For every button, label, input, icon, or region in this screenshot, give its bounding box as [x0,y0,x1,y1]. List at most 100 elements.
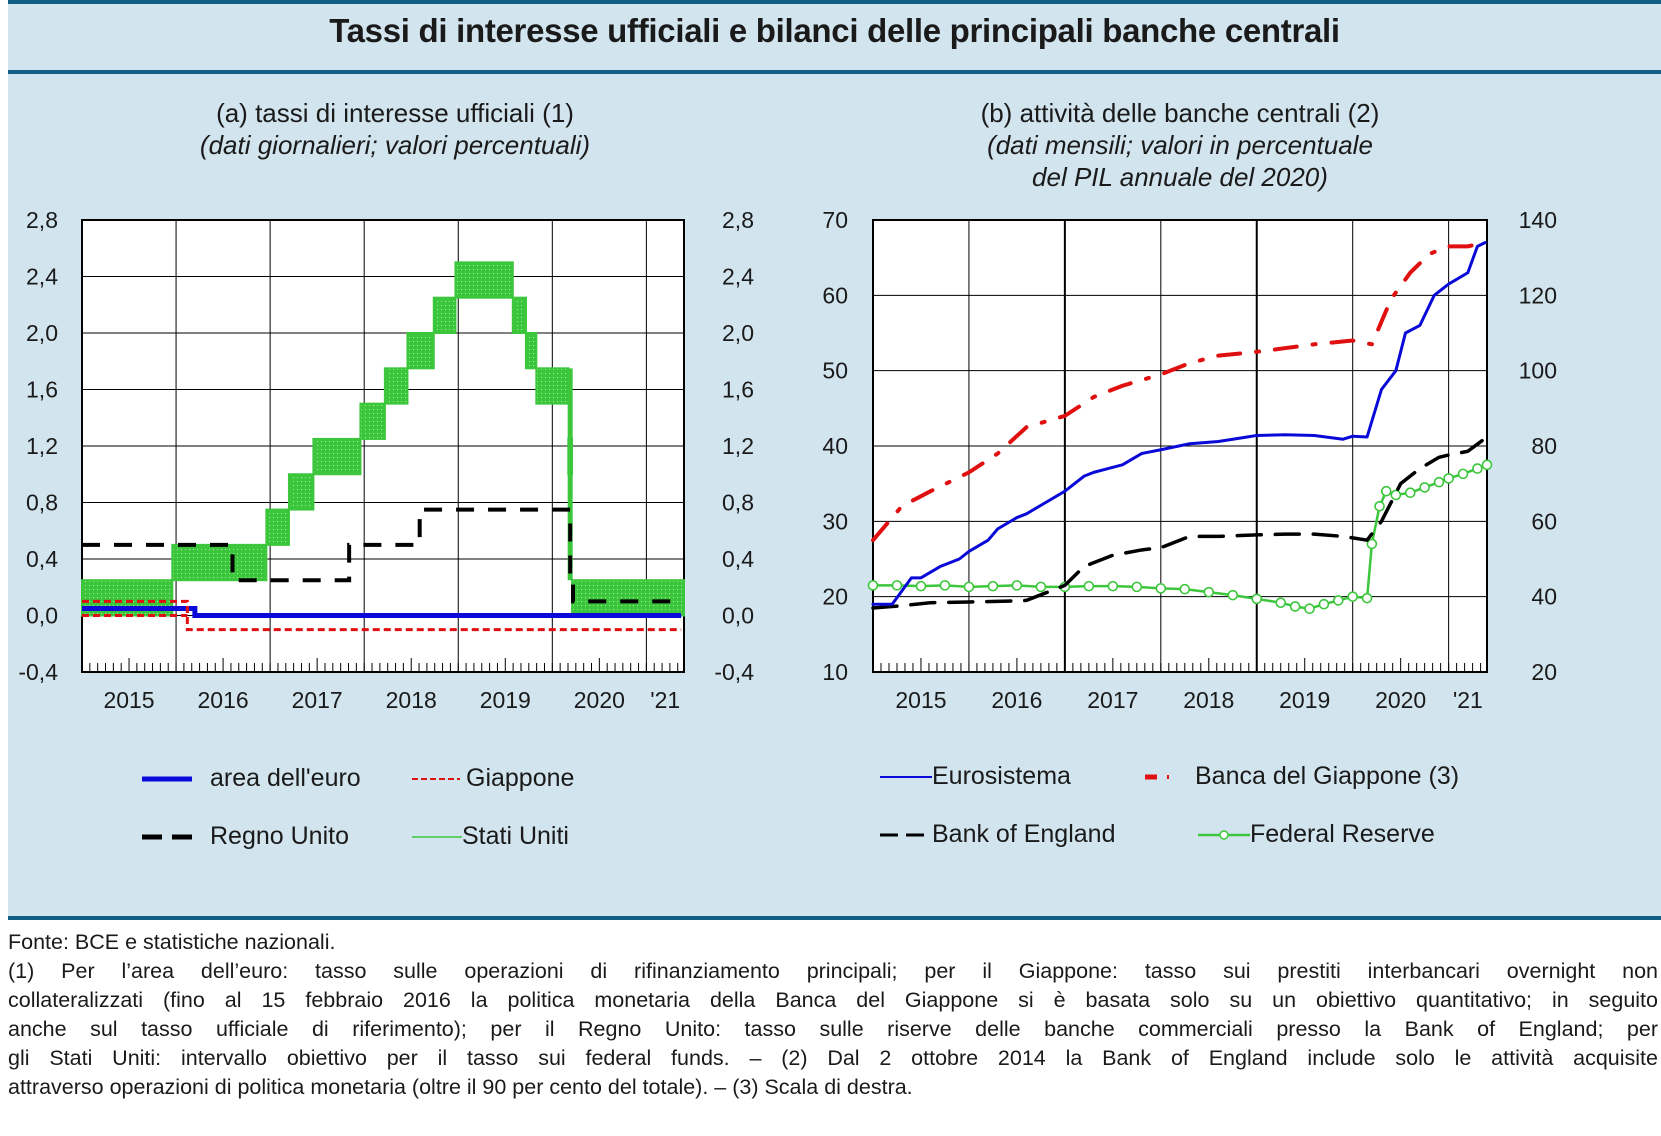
legend-swatch-uk [142,834,192,839]
fed-point [963,581,975,593]
legend-item-boj: Banca del Giappone (3) [1145,762,1459,791]
legend-swatch-euro [142,776,192,781]
fed-point [939,580,951,591]
chart-a-title: (a) tassi di interesse ufficiali (1) [216,98,574,128]
legend-item-japan: Giappone [412,764,574,793]
us-band-segment [312,437,362,476]
y-tick-label-left: 0,8 [26,490,58,516]
y-tick-label-right: 1,2 [722,433,754,459]
x-tick-label: 2015 [103,687,154,713]
fed-point [1457,468,1469,480]
legend-label-us: Stati Uniti [462,822,569,850]
y-tick-label-left: 1,2 [26,433,58,459]
y-tick-label-left: 0,0 [26,603,58,629]
us-band-segment [287,473,315,511]
legend-swatch-boe [880,833,932,836]
fed-point [1107,580,1119,592]
y-tick-label-left: -0,4 [18,659,58,685]
fed-point [1179,583,1191,595]
x-tick-label: 2016 [991,687,1042,713]
y-tick-label-right: 2,0 [722,320,754,346]
fed-point [987,580,999,592]
chart-a: 2,8 2,8 2,4 2,4 2,0 2,0 1,6 1,6 1,2 1,2 0,8 0,8 0,4 0… [18,207,754,713]
fed-point [1203,586,1215,598]
chart-b-subtitle-2: del PIL annuale del 2020) [1032,162,1328,192]
fed-point [1035,581,1047,593]
y-tick-label-right: 140 [1519,207,1557,233]
y-tick-label-right: 1,6 [722,377,754,403]
y-tick-label-right: 40 [1531,584,1557,610]
y-tick-label-right: 2,8 [722,207,754,233]
x-tick-label: 2017 [292,687,343,713]
x-tick-label: 2015 [895,687,946,713]
chart-b-heading: (b) attività delle banche centrali (2) (… [900,97,1460,193]
chart-b-subtitle-1: (dati mensili; valori in percentuale [987,130,1373,160]
footnote-line: gli Stati Uniti: intervallo obiettivo pe… [8,1046,1658,1070]
legend-label-fed: Federal Reserve [1250,820,1435,848]
fed-point [1472,463,1483,474]
us-band-segment [535,367,570,405]
legend-swatch-eurosistema [880,775,932,778]
fed-point [1131,581,1143,593]
legend-swatch-fed [1198,829,1250,840]
y-tick-label-right: 80 [1531,433,1557,459]
fed-point [1443,473,1454,484]
fed-point [1289,601,1301,612]
us-band-segment [359,402,386,440]
y-tick-label-left: 1,6 [26,377,58,403]
x-tick-label: 2017 [1087,687,1138,713]
fed-point [1304,603,1315,615]
y-tick-label-right: 60 [1531,508,1557,534]
y-tick-label-left: 2,4 [26,264,58,290]
legend-item-uk: Regno Unito [142,822,349,851]
fed-point [1251,593,1263,605]
x-tick-label: 2016 [198,687,249,713]
y-tick-label-right: -0,4 [714,659,754,685]
fed-point [1366,538,1378,550]
footnote-source: Fonte: BCE e statistiche nazionali. [8,930,336,954]
legend-swatch-boj [1145,774,1169,779]
top-rule [8,0,1661,4]
y-tick-label-right: 0,0 [722,603,754,629]
plot-frame [81,219,685,673]
x-tick-label: 2020 [574,687,625,713]
y-tick-label-left: 2,8 [26,207,58,233]
legend-label-japan: Giappone [466,764,575,792]
title-rule [8,70,1661,74]
chart-a-subtitle: (dati giornalieri; valori percentuali) [199,130,591,160]
fed-point [1390,489,1402,501]
fed-point [1011,580,1023,591]
y-tick-label-left: 0,4 [26,546,58,572]
y-tick-label-left: 50 [822,358,848,384]
bottom-rule [8,916,1661,920]
fed-point [1361,592,1373,604]
fed-point [1380,485,1392,497]
fed-point [1374,500,1385,512]
y-tick-label-right: 120 [1519,282,1557,308]
chart-a-heading: (a) tassi di interesse ufficiali (1) (da… [110,97,680,161]
x-tick-label: 2018 [1183,687,1234,713]
us-band-segment [171,543,268,582]
legend-item-boe: Bank of England [880,820,1115,849]
y-tick-label-left: 30 [822,508,848,534]
x-tick-label: 2020 [1375,687,1426,713]
legend-swatch-us [412,835,462,838]
boj-line [871,240,1488,543]
chart-b: 70 140 60 120 50 100 40 80 30 60 20 40 10 20 2015 2016 2… [822,207,1557,713]
x-tick-label: '21 [650,687,680,713]
fed-point [1419,482,1430,493]
y-tick-label-left: 2,0 [26,320,58,346]
x-tick-label: 2019 [1279,687,1330,713]
footnote-line: anche sul tasso ufficiale di riferimento… [8,1017,1658,1041]
legend-label-euro: area dell'euro [210,764,361,792]
uk-rate-line [82,507,682,604]
y-tick-label-right: 2,4 [722,264,754,290]
eurosistema-line [871,241,1487,606]
y-tick-label-right: 100 [1519,358,1557,384]
fed-point [1347,591,1358,602]
fed-point [1155,583,1167,594]
charts-svg: 2,8 2,8 2,4 2,4 2,0 2,0 1,6 1,6 1,2 1,2 0,8 0,8 0,4 0… [18,207,1557,713]
chart-b-title: (b) attività delle banche centrali (2) [980,98,1380,128]
fed-point [867,580,879,591]
footnote-line: (1) Per l’area dell’euro: tasso sulle op… [8,959,1658,983]
